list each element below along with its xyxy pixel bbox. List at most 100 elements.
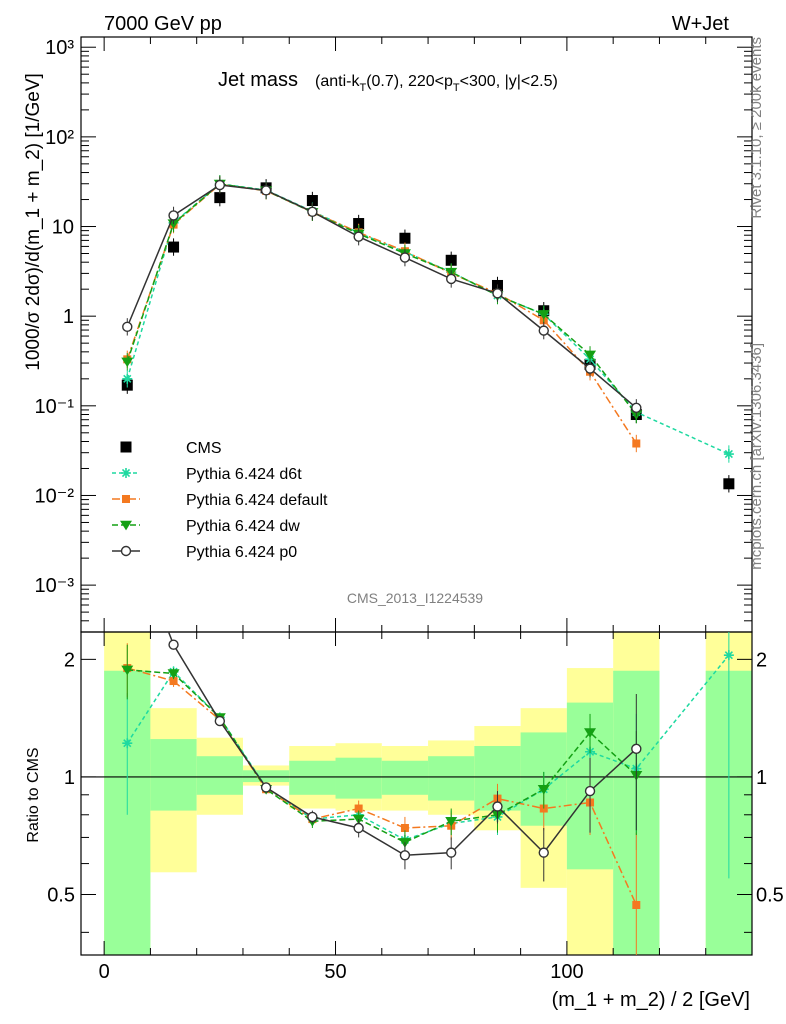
- x-tick-label-2: 100: [550, 961, 583, 983]
- main-point-0-1: [168, 241, 180, 253]
- main-y-axis-label: 1000/σ 2dσ)/d(m_1 + m_2) [1/GeV]: [23, 73, 44, 371]
- main-point-4-11: [631, 402, 642, 414]
- band-inner-3: [242, 770, 290, 783]
- ratio-border: [80, 631, 753, 956]
- main-point-4-10: [584, 363, 596, 374]
- ratio-y-tick-label-1: 1: [64, 767, 75, 789]
- main-y-tick-label-5: 10²: [45, 127, 74, 149]
- ratio-point-3-4: [307, 811, 318, 823]
- main-point-1-12: [723, 449, 734, 460]
- main-point-4-5: [353, 231, 364, 242]
- ratio-y-axis-label: Ratio to CMS: [25, 747, 42, 842]
- main-series-line-4: [126, 184, 637, 409]
- title-detail-part-4: <300, |y|<2.5): [460, 73, 558, 90]
- legend-label-0: CMS: [186, 440, 222, 457]
- ratio-point-1-1: [169, 677, 178, 686]
- legend-marker-3: [120, 520, 132, 531]
- ratio-point-3-2: [214, 715, 226, 727]
- ratio-series-line-1: [127, 667, 637, 906]
- ratio-point-1-11: [632, 900, 641, 909]
- ratio-series-3: [167, 632, 642, 882]
- ratio-point-3-3: [260, 782, 272, 793]
- main-series-1: [122, 175, 734, 463]
- ratio-point-3-9: [538, 847, 549, 858]
- ratio-point-1-5: [354, 804, 363, 813]
- main-point-4-9: [538, 325, 549, 336]
- legend-marker-1: [121, 468, 131, 478]
- title-detail: (anti-kT(0.7), 220<pT<300, |y|<2.5): [315, 73, 558, 94]
- ratio-point-2-1: [167, 669, 180, 679]
- main-point-4-8: [492, 288, 503, 299]
- ratio-plot-series: [121, 632, 734, 955]
- ratio-y-tick-label-2: 2: [64, 649, 75, 671]
- legend-label-3: Pythia 6.424 dw: [186, 518, 300, 535]
- main-y-tick-label-1: 10⁻²: [35, 485, 75, 507]
- main-plot-series: [121, 175, 735, 493]
- main-point-0-5: [353, 218, 365, 230]
- main-point-4-6: [399, 252, 411, 263]
- main-series-3: [121, 175, 643, 424]
- ratio-point-1-6: [400, 824, 409, 833]
- ratio-plot-frame: 0 50 100 0.5 0.5 1 1 2 2: [47, 631, 784, 983]
- band-inner-2: [196, 756, 243, 795]
- main-point-4-1: [168, 210, 179, 221]
- band-inner-4: [289, 760, 336, 795]
- main-point-0-2: [214, 192, 226, 204]
- main-border: [80, 36, 753, 633]
- main-point-0-7: [445, 254, 457, 266]
- legend-label-1: Pythia 6.424 d6t: [186, 466, 302, 483]
- title-detail-part-3: T: [453, 82, 460, 94]
- ratio-point-2-0: [121, 665, 134, 676]
- ratio-point-3-11: [631, 743, 642, 755]
- ratio-point-3-8: [492, 801, 503, 812]
- ratio-point-3-7: [446, 847, 457, 858]
- main-point-0-12: [723, 478, 735, 490]
- main-point-4-0: [122, 321, 133, 333]
- main-y-tick-label-0: 10⁻³: [35, 575, 75, 597]
- legend-marker-4: [120, 545, 132, 557]
- ratio-point-3-1: [168, 639, 179, 650]
- legend: CMS Pythia 6.424 d6t Pythia 6.424 default P…: [112, 440, 328, 561]
- title-detail-part-1: T: [359, 82, 366, 94]
- plot-title: Jet mass (anti-kT(0.7), 220<pT<300, |y|<…: [218, 69, 558, 94]
- ratio-point-3-5: [353, 822, 364, 834]
- main-plot-frame: 10⁻³ 10⁻² 10⁻¹ 1 10 10² 10³: [35, 36, 753, 633]
- main-point-3-9: [537, 310, 550, 320]
- main-point-4-2: [214, 179, 226, 191]
- legend-marker-0: [120, 441, 132, 453]
- title-main: Jet mass: [218, 69, 298, 91]
- main-point-2-11: [632, 439, 641, 448]
- main-point-3-0: [121, 357, 134, 368]
- ratio-point-2-9: [537, 785, 550, 795]
- ratio-series-line-3: [167, 632, 637, 857]
- main-point-3-10: [584, 350, 597, 361]
- band-inner-1: [150, 739, 197, 811]
- band-inner-6: [381, 760, 429, 795]
- legend-label-2: Pythia 6.424 default: [186, 492, 328, 509]
- main-y-tick-label-6: 10³: [45, 37, 74, 59]
- x-tick-label-1: 50: [324, 961, 346, 983]
- band-inner-5: [335, 757, 382, 799]
- main-point-1-0: [122, 373, 133, 384]
- main-series-4: [122, 176, 642, 417]
- ratio-point-0-0: [122, 738, 133, 749]
- ratio-y-tick-label-right-2: 2: [756, 649, 767, 671]
- legend-marker-2: [122, 495, 130, 503]
- side-rivet: Rivet 3.1.10, ≥ 200k events: [748, 37, 765, 219]
- ratio-point-0-12: [723, 650, 734, 661]
- ratio-point-3-6: [399, 850, 411, 861]
- main-point-0-6: [399, 232, 411, 244]
- ratio-point-2-7: [445, 817, 458, 827]
- main-series-2: [123, 175, 641, 453]
- ratio-point-2-10: [584, 728, 597, 738]
- title-detail-part-2: (0.7), 220<p: [366, 73, 453, 90]
- main-y-tick-label-4: 10: [52, 217, 74, 239]
- ratio-point-3-10: [584, 785, 596, 797]
- header-left: 7000 GeV pp: [104, 13, 222, 35]
- x-tick-label-0: 0: [99, 961, 110, 983]
- analysis-id: CMS_2013_I1224539: [347, 590, 483, 606]
- band-inner-7: [428, 756, 475, 801]
- main-point-4-3: [260, 185, 272, 196]
- main-y-tick-label-2: 10⁻¹: [35, 396, 75, 418]
